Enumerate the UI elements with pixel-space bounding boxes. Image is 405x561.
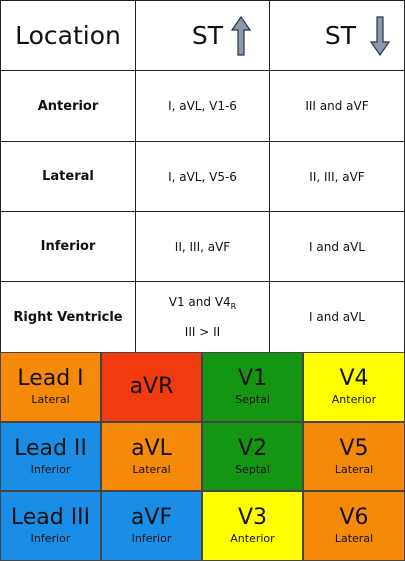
lead-region: Anterior [230, 532, 275, 545]
lead-name: Lead I [17, 366, 84, 391]
table-cell-st-up: I, aVL, V5-6 [136, 142, 270, 212]
lead-region: Lateral [334, 532, 374, 545]
lead-region: Septal [235, 393, 270, 406]
lead-cell: V1 Septal [202, 352, 303, 422]
lead-region: Inferior [30, 532, 71, 545]
st-elevation-heading: ST [191, 15, 251, 56]
lead-name: V5 [339, 435, 369, 461]
table-row-location: Right Ventricle [0, 282, 136, 352]
lead-region: Inferior [131, 532, 172, 545]
st-localization-table: Location ST ST Anterior I, aVL, V1-6 [0, 0, 405, 352]
lead-name: V3 [237, 505, 268, 530]
table-cell-st-down: I and aVL [270, 282, 405, 352]
st-up-line-1: V1 and V4R [168, 295, 237, 311]
lead-region-grid: Lead I Lateral aVR V1 Septal V4 Anterior Lead I… [0, 352, 405, 561]
lead-cell: V5 Lateral [303, 422, 405, 491]
lead-name: V4 [339, 366, 369, 391]
header-st-depression: ST [270, 0, 405, 71]
lead-cell: Lead II Inferior [0, 422, 101, 491]
lead-cell: aVF Inferior [101, 491, 202, 561]
lead-region: Lateral [334, 462, 374, 476]
lead-region: Lateral [132, 462, 171, 476]
lead-name: aVF [130, 505, 173, 530]
lead-name: V6 [339, 505, 369, 530]
lead-cell: V4 Anterior [303, 352, 405, 422]
lead-region: Anterior [331, 393, 377, 406]
lead-cell: Lead III Inferior [0, 491, 101, 561]
st-elevation-label: ST [191, 21, 223, 50]
lead-cell: V2 Septal [202, 422, 303, 491]
lead-cell: aVR [101, 352, 202, 422]
lead-name: aVL [131, 435, 172, 461]
st-depression-label: ST [324, 21, 356, 50]
lead-cell: V3 Anterior [202, 491, 303, 561]
lead-name: V2 [237, 435, 268, 461]
lead-cell: V6 Lateral [303, 491, 405, 561]
table-row-location: Inferior [0, 212, 136, 282]
table-cell-st-up: V1 and V4R III > II [136, 282, 270, 352]
lead-cell: aVL Lateral [101, 422, 202, 491]
st-depression-heading: ST [324, 15, 390, 56]
table-cell-st-up: I, aVL, V1-6 [136, 71, 270, 142]
table-cell-st-down: I and aVL [270, 212, 405, 282]
header-location-label: Location [15, 21, 121, 50]
lead-cell: Lead I Lateral [0, 352, 101, 422]
lead-region: Septal [235, 462, 270, 476]
lead-region: Lateral [31, 393, 70, 406]
table-row-location: Anterior [0, 71, 136, 142]
lead-name: Lead III [10, 505, 91, 530]
lead-name: aVR [129, 374, 174, 399]
table-row-location: Lateral [0, 142, 136, 212]
st-up-line-2: III > II [184, 325, 221, 339]
table-cell-st-up: II, III, aVF [136, 212, 270, 282]
header-location: Location [0, 0, 136, 71]
header-st-elevation: ST [136, 0, 270, 71]
arrow-up-icon [231, 15, 251, 56]
lead-name: V1 [237, 366, 268, 391]
arrow-down-icon [370, 15, 390, 56]
table-cell-st-down: II, III, aVF [270, 142, 405, 212]
subscript-r: R [230, 302, 237, 311]
table-cell-st-down: III and aVF [270, 71, 405, 142]
lead-region: Inferior [30, 462, 71, 476]
lead-name: Lead II [14, 435, 87, 461]
